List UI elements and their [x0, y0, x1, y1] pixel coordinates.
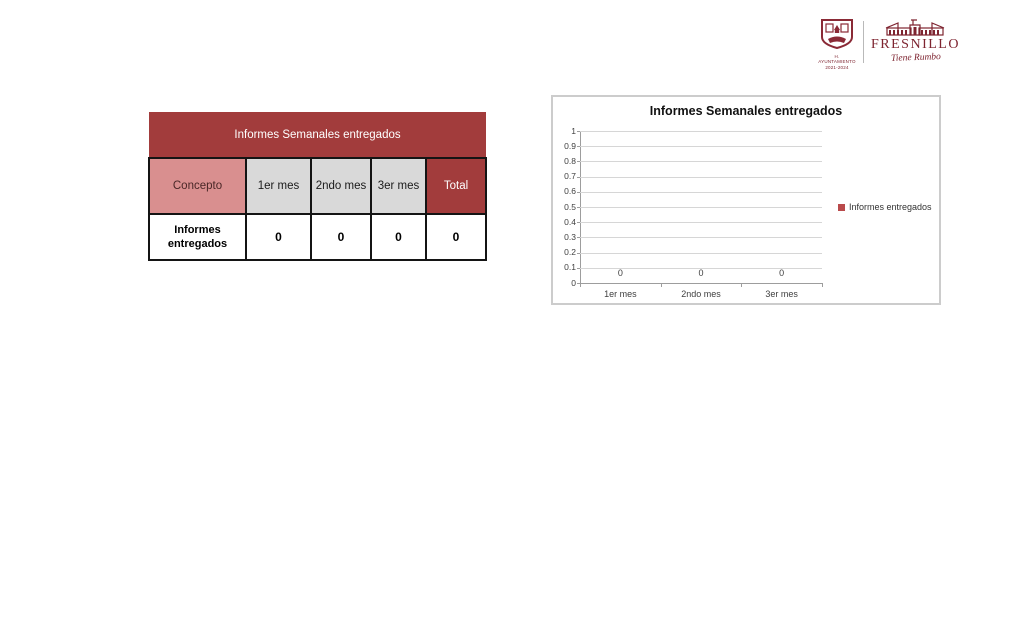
y-axis-label: 0.2 — [564, 247, 576, 258]
legend-marker — [838, 204, 845, 211]
x-axis-tick — [660, 283, 662, 287]
chart: Informes Semanales entregados Informes e… — [551, 95, 941, 305]
y-axis-tick — [577, 267, 580, 269]
cell-2ndo-mes: 0 — [310, 213, 372, 261]
building-icon — [886, 19, 945, 36]
y-axis-tick — [577, 161, 580, 163]
y-gridline — [580, 191, 822, 193]
y-axis-tick — [577, 252, 580, 254]
y-axis-tick — [577, 131, 580, 132]
city-name: FRESNILLO — [871, 37, 960, 52]
crest-caption-line1: H. AYUNTAMIENTO — [818, 54, 856, 65]
x-axis-tick — [741, 283, 743, 287]
data-label: 0 — [698, 268, 704, 278]
crest-caption: H. AYUNTAMIENTO 2021-2024 — [816, 54, 858, 70]
y-axis-label: 0.6 — [564, 186, 576, 197]
x-axis-tick — [822, 283, 823, 287]
y-axis-label: 0.9 — [564, 140, 576, 151]
y-axis-label: 0.8 — [564, 155, 576, 166]
y-axis-label: 0 — [571, 277, 576, 288]
y-gridline — [580, 237, 822, 239]
cell-3er-mes: 0 — [370, 213, 427, 261]
y-axis-label: 0.7 — [564, 171, 576, 182]
x-axis-label: 3er mes — [765, 289, 798, 299]
col-header-2ndo-mes: 2ndo mes — [310, 157, 372, 215]
col-header-3er-mes: 3er mes — [370, 157, 427, 215]
y-gridline — [580, 222, 822, 224]
crest-caption-line2: 2021-2024 — [825, 64, 849, 70]
y-gridline — [580, 161, 822, 163]
y-axis-tick — [577, 191, 580, 193]
logo-divider — [863, 21, 864, 63]
y-axis-label: 0.4 — [564, 216, 576, 227]
x-axis-label: 2ndo mes — [681, 289, 721, 299]
informes-table: Informes Semanales entregados Concepto 1… — [148, 112, 488, 261]
y-axis-tick — [577, 283, 580, 284]
chart-title: Informes Semanales entregados — [649, 104, 843, 118]
y-axis-label: 0.5 — [564, 201, 576, 212]
cell-total: 0 — [424, 213, 488, 261]
col-header-concepto: Concepto — [148, 157, 247, 215]
y-axis-label: 0.3 — [564, 231, 576, 242]
table-row: Informes entregados 0 0 0 0 — [148, 213, 488, 261]
y-gridline — [580, 252, 822, 254]
y-gridline — [580, 146, 822, 148]
header-logo: H. AYUNTAMIENTO 2021-2024 FRES — [816, 19, 960, 70]
legend-label: Informes entregados — [849, 202, 932, 212]
x-axis-label: 1er mes — [604, 289, 637, 299]
city-tagline: Tiene Rumbo — [890, 52, 941, 64]
y-axis-label: 1 — [571, 125, 576, 136]
y-gridline — [580, 176, 822, 178]
data-label: 0 — [617, 268, 623, 278]
data-label: 0 — [779, 268, 785, 278]
crest-shield-icon — [821, 19, 853, 50]
y-axis-label: 0.1 — [564, 262, 576, 273]
y-axis-tick — [577, 222, 580, 224]
y-gridline — [580, 267, 822, 269]
y-axis-tick — [577, 207, 580, 208]
y-axis-tick — [577, 237, 580, 239]
x-axis-tick — [580, 283, 581, 287]
y-axis-tick — [577, 146, 580, 148]
y-gridline — [580, 131, 822, 132]
y-axis-tick — [577, 176, 580, 178]
table-title: Informes Semanales entregados — [149, 112, 487, 158]
city-crest: H. AYUNTAMIENTO 2021-2024 — [816, 19, 858, 70]
col-header-1er-mes: 1er mes — [245, 157, 312, 215]
y-gridline — [580, 207, 822, 208]
row-label: Informes entregados — [148, 213, 247, 261]
col-header-total: Total — [424, 157, 488, 215]
cell-1er-mes: 0 — [245, 213, 312, 261]
city-logo: FRESNILLO Tiene Rumbo — [871, 19, 960, 64]
